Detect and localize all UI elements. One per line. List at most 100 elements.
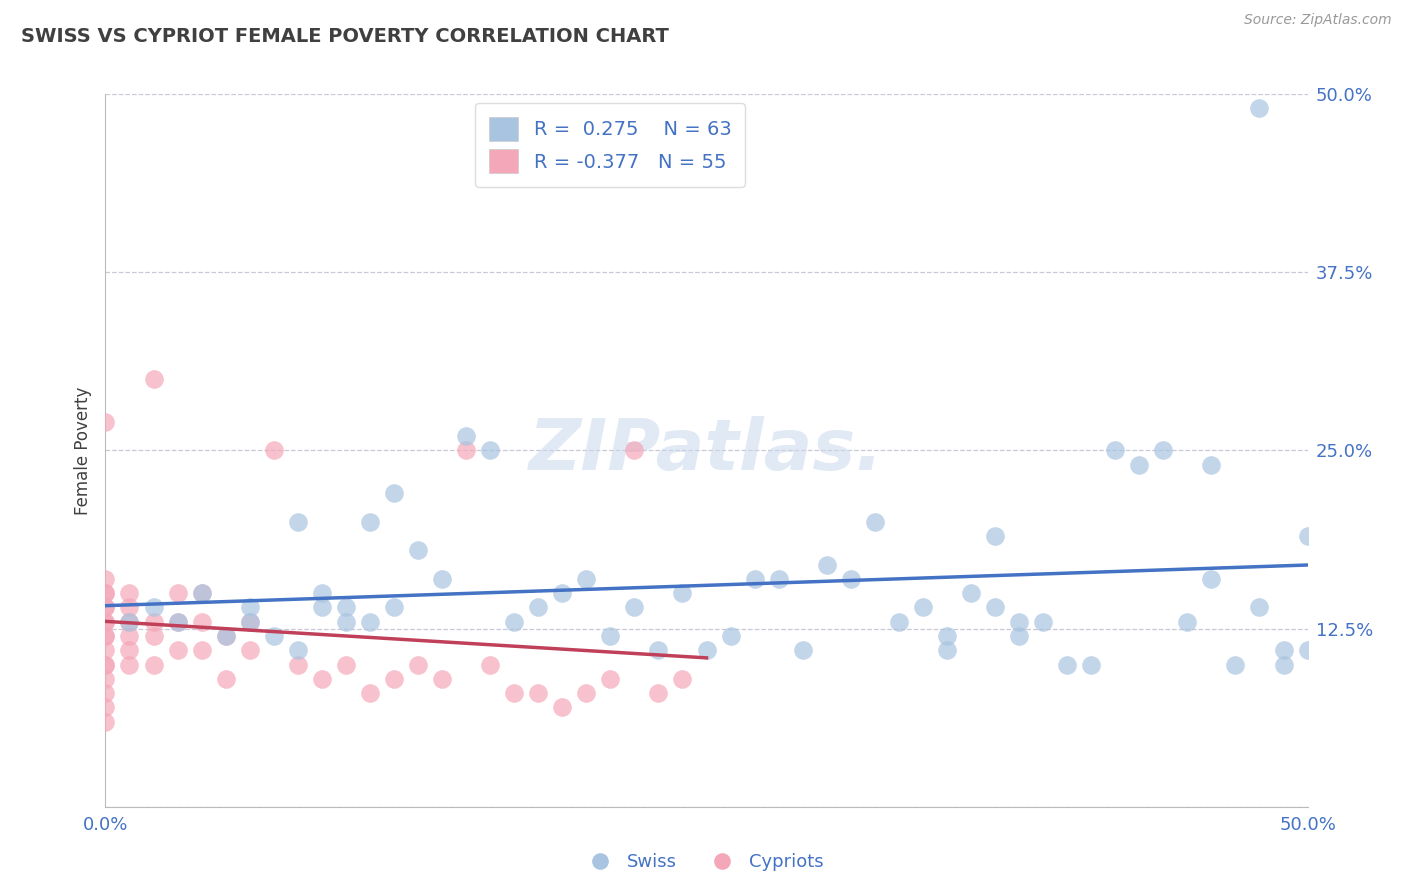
- Point: [768, 572, 790, 586]
- Point: [335, 615, 357, 629]
- Point: [94, 572, 117, 586]
- Point: [1201, 572, 1223, 586]
- Point: [911, 600, 934, 615]
- Point: [311, 586, 333, 600]
- Point: [118, 586, 141, 600]
- Point: [792, 643, 814, 657]
- Point: [263, 443, 285, 458]
- Point: [839, 572, 862, 586]
- Point: [142, 629, 165, 643]
- Point: [166, 615, 188, 629]
- Point: [1008, 629, 1031, 643]
- Point: [696, 643, 718, 657]
- Point: [94, 643, 117, 657]
- Point: [166, 615, 188, 629]
- Point: [406, 657, 429, 672]
- Point: [936, 643, 959, 657]
- Point: [815, 558, 838, 572]
- Point: [1128, 458, 1150, 472]
- Point: [382, 600, 405, 615]
- Point: [118, 615, 141, 629]
- Point: [94, 714, 117, 729]
- Point: [118, 629, 141, 643]
- Point: [454, 443, 477, 458]
- Point: [382, 672, 405, 686]
- Point: [527, 686, 550, 700]
- Point: [142, 372, 165, 386]
- Point: [214, 672, 236, 686]
- Point: [239, 615, 262, 629]
- Point: [166, 643, 188, 657]
- Point: [984, 529, 1007, 543]
- Point: [671, 672, 693, 686]
- Point: [142, 615, 165, 629]
- Point: [1249, 101, 1271, 115]
- Point: [1272, 657, 1295, 672]
- Point: [287, 643, 309, 657]
- Point: [190, 586, 212, 600]
- Point: [406, 543, 429, 558]
- Point: [94, 586, 117, 600]
- Point: [287, 515, 309, 529]
- Point: [551, 700, 574, 714]
- Point: [94, 600, 117, 615]
- Legend: R =  0.275    N = 63, R = -0.377   N = 55: R = 0.275 N = 63, R = -0.377 N = 55: [475, 103, 745, 186]
- Point: [1296, 643, 1319, 657]
- Point: [214, 629, 236, 643]
- Point: [214, 629, 236, 643]
- Point: [936, 629, 959, 643]
- Point: [94, 615, 117, 629]
- Point: [94, 672, 117, 686]
- Point: [190, 615, 212, 629]
- Point: [118, 615, 141, 629]
- Point: [671, 586, 693, 600]
- Point: [1249, 600, 1271, 615]
- Point: [263, 629, 285, 643]
- Point: [575, 572, 598, 586]
- Point: [1272, 643, 1295, 657]
- Legend: Swiss, Cypriots: Swiss, Cypriots: [575, 847, 831, 879]
- Text: SWISS VS CYPRIOT FEMALE POVERTY CORRELATION CHART: SWISS VS CYPRIOT FEMALE POVERTY CORRELAT…: [21, 27, 669, 45]
- Point: [335, 600, 357, 615]
- Point: [311, 600, 333, 615]
- Point: [454, 429, 477, 443]
- Point: [551, 586, 574, 600]
- Point: [887, 615, 910, 629]
- Point: [960, 586, 983, 600]
- Point: [382, 486, 405, 500]
- Point: [166, 586, 188, 600]
- Point: [94, 415, 117, 429]
- Point: [623, 600, 645, 615]
- Point: [503, 615, 526, 629]
- Point: [94, 700, 117, 714]
- Point: [1080, 657, 1102, 672]
- Point: [1296, 529, 1319, 543]
- Point: [744, 572, 766, 586]
- Point: [575, 686, 598, 700]
- Point: [94, 586, 117, 600]
- Point: [142, 600, 165, 615]
- Point: [94, 657, 117, 672]
- Point: [503, 686, 526, 700]
- Point: [599, 672, 621, 686]
- Point: [1008, 615, 1031, 629]
- Point: [479, 443, 502, 458]
- Point: [863, 515, 886, 529]
- Point: [118, 600, 141, 615]
- Point: [94, 629, 117, 643]
- Point: [647, 686, 669, 700]
- Point: [1152, 443, 1174, 458]
- Point: [720, 629, 742, 643]
- Point: [1175, 615, 1198, 629]
- Point: [527, 600, 550, 615]
- Point: [94, 600, 117, 615]
- Point: [430, 672, 453, 686]
- Point: [984, 600, 1007, 615]
- Point: [94, 657, 117, 672]
- Point: [118, 657, 141, 672]
- Point: [599, 629, 621, 643]
- Y-axis label: Female Poverty: Female Poverty: [75, 386, 93, 515]
- Text: Source: ZipAtlas.com: Source: ZipAtlas.com: [1244, 13, 1392, 28]
- Point: [359, 515, 381, 529]
- Point: [239, 615, 262, 629]
